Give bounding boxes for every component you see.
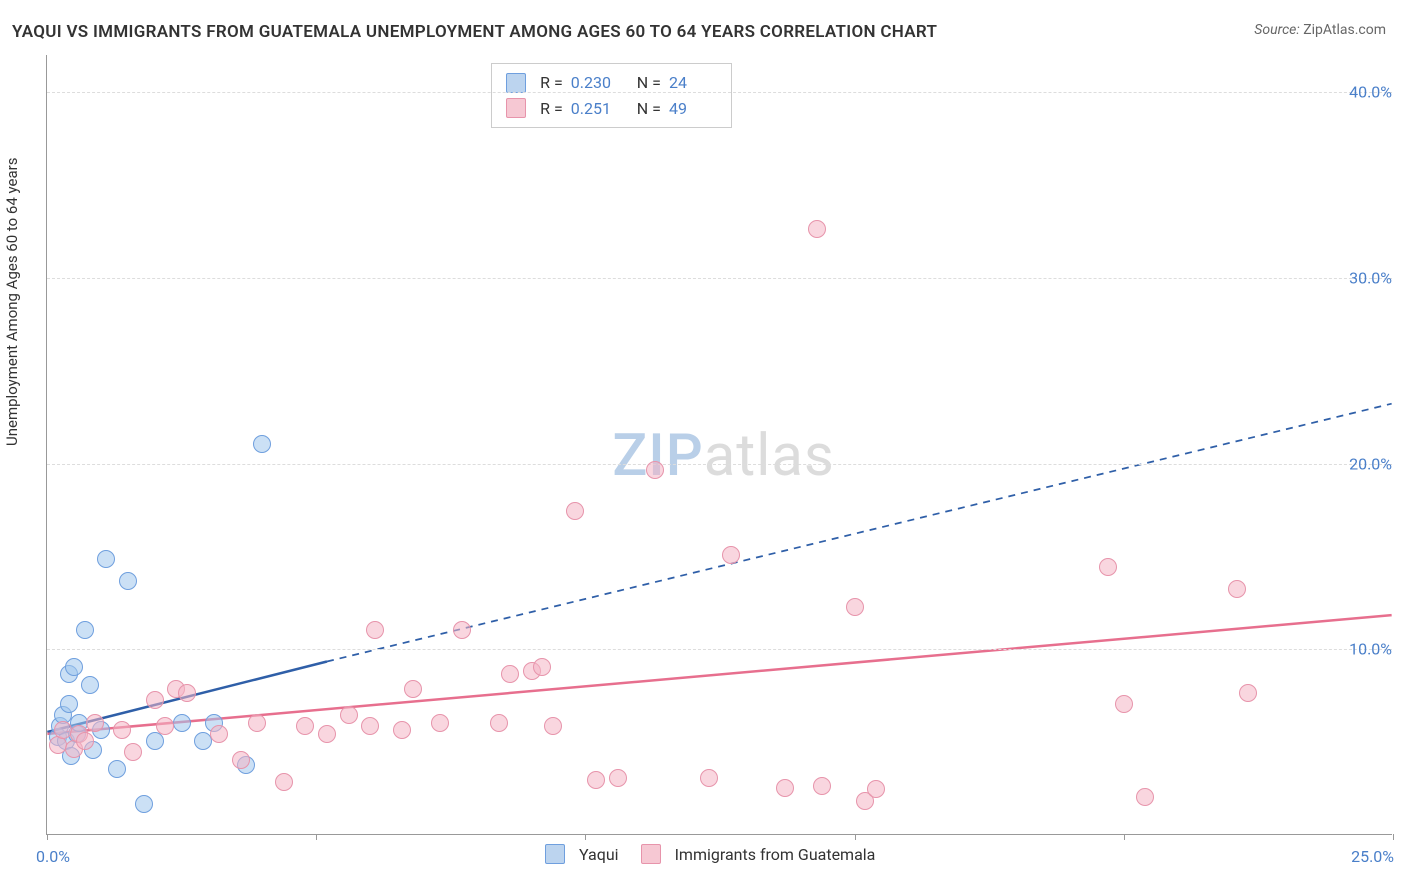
guatemala-point — [86, 714, 104, 732]
guatemala-point — [393, 721, 411, 739]
x-tick — [47, 834, 48, 840]
r-label: R = — [540, 96, 563, 122]
guatemala-point — [340, 706, 358, 724]
legend-swatch — [545, 844, 565, 864]
x-tick — [1393, 834, 1394, 840]
yaqui-point — [60, 695, 78, 713]
stats-swatch — [506, 73, 526, 93]
guatemala-point — [587, 771, 605, 789]
yaqui-point — [108, 760, 126, 778]
gridline — [47, 464, 1392, 465]
y-tick-label: 20.0% — [1349, 454, 1392, 473]
yaqui-trend-dashed — [327, 404, 1392, 662]
stats-row: R = 0.251 N = 49 — [506, 96, 717, 122]
guatemala-point — [1239, 684, 1257, 702]
guatemala-point — [431, 714, 449, 732]
guatemala-point — [776, 779, 794, 797]
y-axis-label: Unemployment Among Ages 60 to 64 years — [3, 158, 21, 446]
x-max-label: 25.0% — [1351, 847, 1394, 866]
plot-area: ZIPatlas R =0.230N =24R =0.251N =49 Yaqu… — [46, 55, 1392, 835]
gridline — [47, 649, 1392, 650]
guatemala-point — [113, 721, 131, 739]
x-tick — [585, 834, 586, 840]
guatemala-point — [867, 780, 885, 798]
guatemala-point — [248, 714, 266, 732]
watermark-zip: ZIP — [612, 422, 703, 490]
guatemala-point — [404, 680, 422, 698]
n-label: N = — [637, 96, 661, 122]
yaqui-point — [81, 676, 99, 694]
guatemala-point — [178, 684, 196, 702]
guatemala-point — [1228, 580, 1246, 598]
legend-swatch — [641, 844, 661, 864]
guatemala-point — [722, 546, 740, 564]
watermark: ZIPatlas — [612, 422, 835, 490]
guatemala-point — [453, 621, 471, 639]
guatemala-point — [813, 777, 831, 795]
source-attribution: Source: ZipAtlas.com — [1254, 22, 1386, 38]
gridline — [47, 92, 1392, 93]
guatemala-point — [318, 725, 336, 743]
guatemala-point — [646, 461, 664, 479]
legend-label: Yaqui — [579, 845, 619, 864]
legend-item: Yaqui — [545, 844, 619, 864]
guatemala-point — [566, 502, 584, 520]
guatemala-point — [361, 717, 379, 735]
guatemala-point — [124, 743, 142, 761]
guatemala-point — [1115, 695, 1133, 713]
guatemala-point — [156, 717, 174, 735]
guatemala-point — [533, 658, 551, 676]
x-tick — [855, 834, 856, 840]
source-label: Source: — [1254, 22, 1299, 38]
yaqui-point — [76, 621, 94, 639]
yaqui-point — [173, 714, 191, 732]
guatemala-point — [366, 621, 384, 639]
x-tick — [1124, 834, 1125, 840]
guatemala-point — [54, 721, 72, 739]
guatemala-point — [146, 691, 164, 709]
x-tick — [316, 834, 317, 840]
y-tick-label: 30.0% — [1349, 268, 1392, 287]
guatemala-point — [275, 773, 293, 791]
guatemala-point — [490, 714, 508, 732]
x-origin-label: 0.0% — [36, 847, 70, 866]
y-tick-label: 10.0% — [1349, 640, 1392, 659]
guatemala-point — [808, 220, 826, 238]
guatemala-point — [501, 665, 519, 683]
stats-box: R =0.230N =24R =0.251N =49 — [491, 63, 732, 128]
y-tick-label: 40.0% — [1349, 83, 1392, 102]
guatemala-point — [544, 717, 562, 735]
chart-title: YAQUI VS IMMIGRANTS FROM GUATEMALA UNEMP… — [12, 22, 937, 42]
guatemala-point — [296, 717, 314, 735]
watermark-atlas: atlas — [704, 422, 835, 490]
guatemala-point — [1099, 558, 1117, 576]
yaqui-point — [253, 435, 271, 453]
stats-swatch — [506, 98, 526, 118]
n-value: 49 — [669, 96, 717, 122]
guatemala-point — [1136, 788, 1154, 806]
gridline — [47, 278, 1392, 279]
guatemala-point — [210, 725, 228, 743]
r-value: 0.251 — [571, 96, 619, 122]
guatemala-point — [232, 751, 250, 769]
yaqui-point — [135, 795, 153, 813]
yaqui-point — [65, 658, 83, 676]
guatemala-point — [846, 598, 864, 616]
legend-item: Immigrants from Guatemala — [641, 844, 876, 864]
source-value: ZipAtlas.com — [1303, 22, 1386, 38]
yaqui-point — [97, 550, 115, 568]
guatemala-point — [609, 769, 627, 787]
legend-label: Immigrants from Guatemala — [675, 845, 876, 864]
series-legend: Yaqui Immigrants from Guatemala — [545, 844, 875, 864]
guatemala-point — [700, 769, 718, 787]
yaqui-point — [146, 732, 164, 750]
yaqui-point — [119, 572, 137, 590]
guatemala-point — [76, 732, 94, 750]
